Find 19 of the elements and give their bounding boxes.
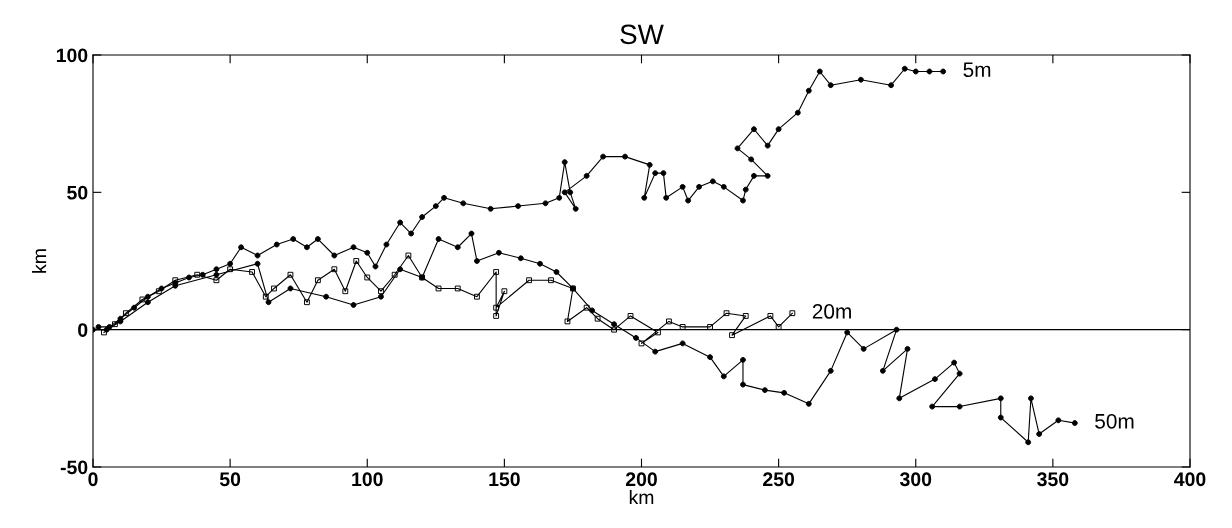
x-tick-label: 300 — [899, 472, 932, 487]
series-label: 50m — [1095, 413, 1134, 429]
x-tick-label: 150 — [489, 472, 520, 487]
x-tick-label: 200 — [625, 472, 657, 487]
x-tick-label: 350 — [1037, 472, 1069, 487]
x-tick-label: 100 — [352, 472, 383, 487]
y-tick-label: 0 — [78, 323, 88, 337]
x-axis-title: km — [629, 489, 654, 505]
x-tick-label: 0 — [88, 472, 98, 487]
y-axis-title: km — [32, 249, 47, 273]
y-tick-label: -50 — [60, 460, 88, 475]
y-tick-label: 100 — [56, 48, 88, 63]
x-tick-label: 400 — [1174, 472, 1206, 487]
series-label: 20m — [812, 304, 851, 319]
y-tick-label: 50 — [67, 185, 88, 200]
x-tick-label: 250 — [763, 472, 795, 487]
x-tick-label: 50 — [219, 472, 241, 487]
legend-label: 5m — [963, 62, 991, 78]
chart-title: SW — [620, 24, 664, 45]
